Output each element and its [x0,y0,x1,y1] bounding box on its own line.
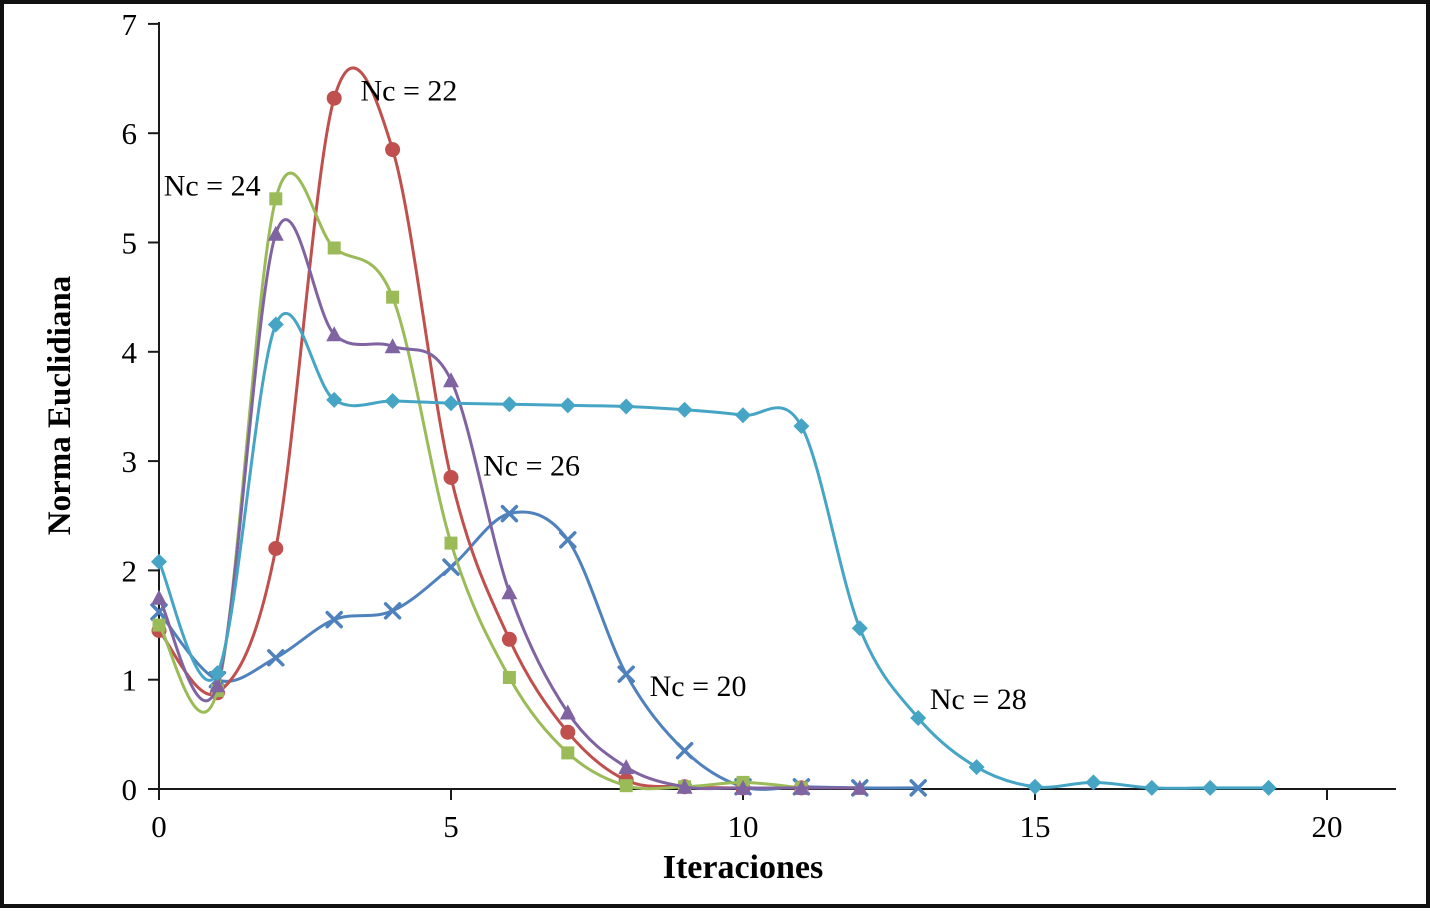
line-chart: 0 1 2 3 4 5 6 7 0 5 10 15 20 Norma Euclidiana Iteracio… [42,7,1396,886]
x-tick-label: 5 [443,809,459,844]
series-annotation: Nc = 28 [930,683,1027,716]
x-tick-label: 20 [1312,809,1343,844]
series-line-nc-28 [157,312,1271,790]
y-tick-label: 7 [122,7,138,42]
series-annotation: Nc = 20 [650,670,747,703]
y-tick-label: 1 [122,663,138,698]
series-annotation: Nc = 22 [361,74,458,107]
y-tick-label: 5 [122,226,138,261]
series-line-nc-26 [157,218,862,791]
y-tick-label: 2 [122,553,138,588]
y-tick-label: 0 [122,772,138,807]
y-tick-label: 3 [122,444,138,479]
series-annotation: Nc = 26 [483,449,580,482]
y-tick-label: 4 [122,335,138,370]
series-markers-nc-20 [150,504,927,797]
x-axis-title: Iteraciones [663,849,824,886]
series-markers-nc-24 [152,192,808,795]
series-markers-nc-26 [151,225,868,795]
x-tick-label: 15 [1020,809,1051,844]
y-axis-title: Norma Euclidiana [42,276,78,535]
series-annotation: Nc = 24 [164,170,261,203]
x-tick-label: 10 [728,809,759,844]
y-tick-label: 6 [122,116,138,151]
series-markers-nc-28 [151,316,1277,796]
x-tick-label: 0 [151,809,167,844]
series-line-nc-22 [157,66,803,790]
